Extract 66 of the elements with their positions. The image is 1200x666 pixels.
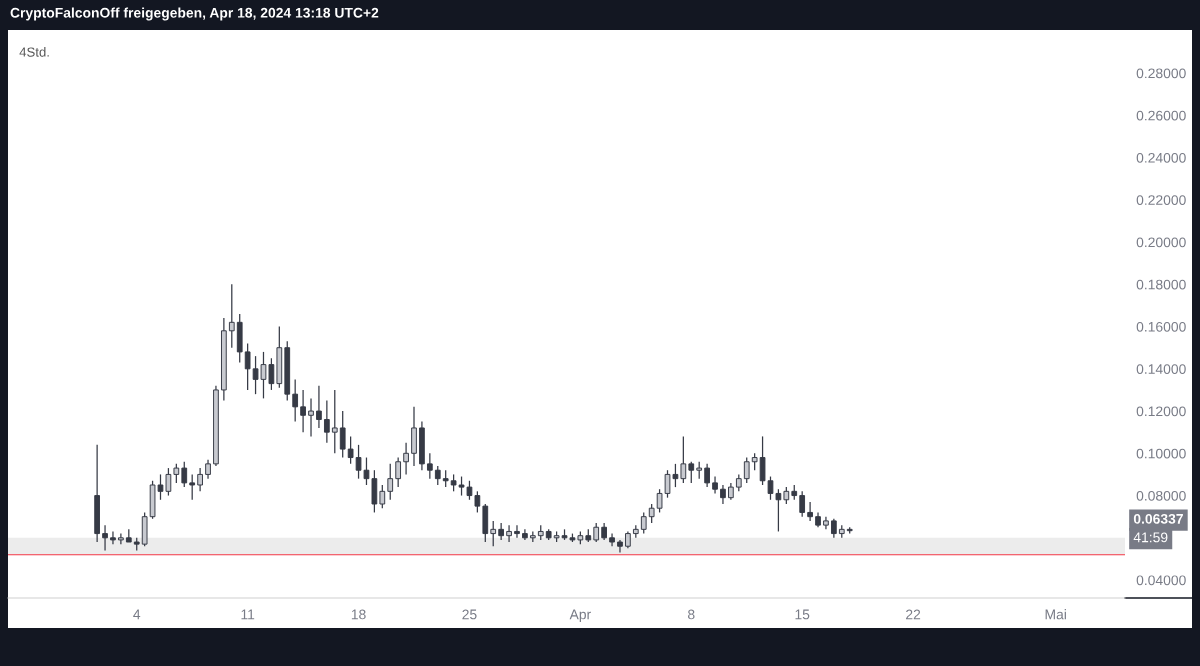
x-tick-label: 18 xyxy=(351,609,366,620)
candlestick xyxy=(339,410,346,459)
candlestick xyxy=(506,524,512,543)
y-tick-label: 0.24000 xyxy=(1136,152,1186,163)
text: 4Std. xyxy=(19,47,49,57)
candlestick xyxy=(292,378,299,423)
candlestick xyxy=(434,465,441,486)
candlestick xyxy=(799,490,806,518)
x-tick-label: Apr xyxy=(569,609,591,623)
candlestick xyxy=(181,461,188,488)
candlestick xyxy=(379,484,386,509)
y-tick-label: 0.08000 xyxy=(1136,490,1186,501)
candlestick xyxy=(205,459,211,480)
candlestick xyxy=(743,456,750,484)
candlestick xyxy=(102,524,108,552)
candlestick xyxy=(831,518,837,539)
candlestick xyxy=(640,511,647,535)
candlestick xyxy=(474,490,481,514)
candlestick xyxy=(426,452,433,480)
y-tick-label: 0.12000 xyxy=(1136,406,1186,417)
candlestick xyxy=(807,501,813,522)
candlestick xyxy=(680,435,687,484)
candlestick xyxy=(323,399,330,444)
candlestick xyxy=(347,435,354,465)
candlestick xyxy=(300,389,306,433)
candlestick xyxy=(688,461,695,484)
x-tick-label: 8 xyxy=(688,609,695,620)
candlestick xyxy=(395,456,402,488)
y-tick-label: 0.14000 xyxy=(1136,364,1186,374)
candlestick xyxy=(648,503,655,524)
candlestick xyxy=(593,522,600,543)
candlestick xyxy=(244,342,251,391)
candlestick xyxy=(387,463,394,501)
text: CryptoFalconOff freigegeben, Apr 18, 2024 13:18 UTC+2 xyxy=(10,7,379,21)
candlestick xyxy=(228,283,235,349)
candlestick xyxy=(173,463,180,484)
x-tick-label: 11 xyxy=(241,609,255,620)
candlestick xyxy=(490,520,497,547)
candlestick xyxy=(403,442,409,476)
candlestick xyxy=(522,528,528,541)
y-tick-label: 0.04000 xyxy=(1136,575,1186,586)
candlestick xyxy=(331,389,338,454)
candlestick xyxy=(720,484,726,505)
y-tick-label: 0.18000 xyxy=(1136,279,1186,290)
x-tick-label: 4 xyxy=(133,609,141,620)
candlestick xyxy=(189,473,196,501)
text: 0.06337 xyxy=(1133,513,1183,524)
y-tick-label: 0.16000 xyxy=(1136,321,1186,332)
y-tick-label: 0.10000 xyxy=(1136,448,1186,459)
x-tick-label: 15 xyxy=(795,609,810,620)
x-tick-label: Mai xyxy=(1045,609,1066,620)
candlestick xyxy=(110,530,116,545)
candlestick xyxy=(498,522,505,541)
y-tick-label: 0.22000 xyxy=(1136,195,1186,205)
candlestick xyxy=(704,463,710,488)
candlestick xyxy=(308,397,314,438)
y-tick-label: 0.20000 xyxy=(1136,237,1186,248)
y-tick-label: 0.28000 xyxy=(1136,68,1186,79)
candlestick xyxy=(316,385,322,429)
candlestick xyxy=(514,524,520,539)
text: 41:59 xyxy=(1133,532,1168,543)
candlestick xyxy=(197,467,203,492)
candlestick xyxy=(118,532,124,545)
x-tick-label: 22 xyxy=(906,609,921,620)
x-tick-label: 25 xyxy=(462,609,477,620)
y-tick-label: 0.26000 xyxy=(1136,110,1186,121)
